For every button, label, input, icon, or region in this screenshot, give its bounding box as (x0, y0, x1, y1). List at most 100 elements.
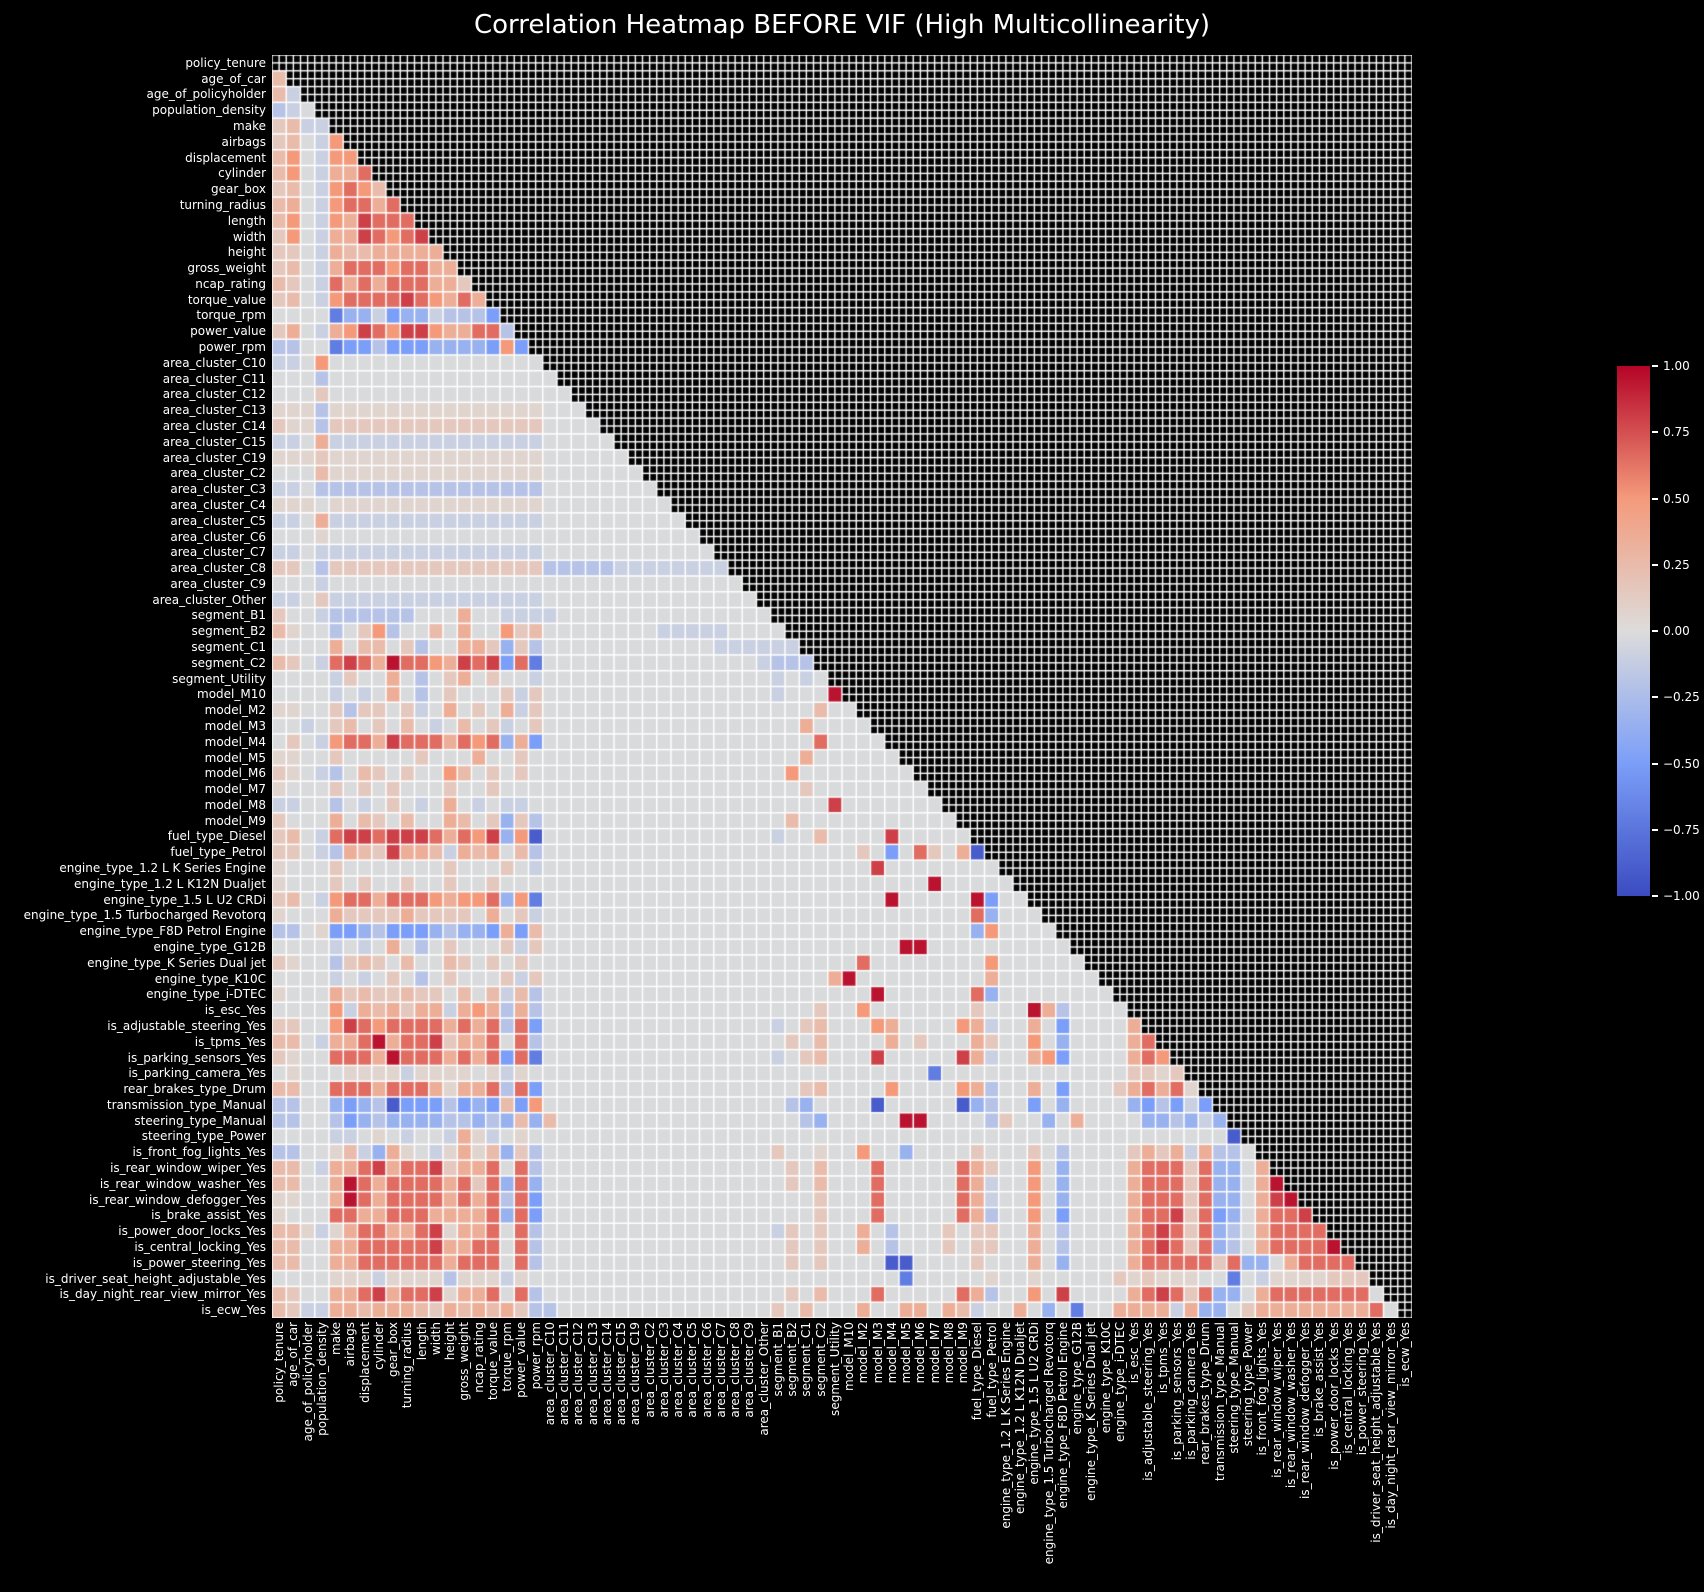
x-tick-label: gross_weight (457, 1322, 472, 1401)
x-tick-label: is_brake_assist_Yes (1312, 1322, 1327, 1437)
y-tick-label: steering_type_Manual (134, 1113, 266, 1128)
y-tick-label: engine_type_1.5 Turbocharged Revotorq (23, 908, 266, 923)
x-tick-label: rear_brakes_type_Drum (1198, 1322, 1213, 1465)
x-tick-label: is_parking_sensors_Yes (1169, 1322, 1184, 1461)
colorbar-tick-label: 0.50 (1663, 491, 1690, 506)
colorbar-tick-label: −0.75 (1663, 822, 1700, 837)
colorbar-tick-mark (1652, 431, 1658, 434)
y-tick-label: area_cluster_C9 (170, 576, 266, 591)
x-tick-label: model_M4 (884, 1322, 899, 1384)
y-tick-label: engine_type_1.2 L K12N Dualjet (73, 876, 266, 891)
y-tick-label: airbags (221, 134, 266, 149)
x-tick-label: area_cluster_C15 (614, 1322, 629, 1426)
y-tick-label: displacement (185, 150, 266, 165)
x-tick-label: power_rpm (528, 1322, 543, 1390)
colorbar-tick-label: 0.75 (1663, 425, 1690, 440)
y-tick-label: model_M9 (204, 813, 266, 828)
y-tick-label: width (232, 229, 266, 244)
x-tick-label: area_cluster_C12 (571, 1322, 586, 1426)
x-tick-label: is_rear_window_defogger_Yes (1298, 1322, 1313, 1499)
y-tick-label: area_cluster_C4 (170, 497, 266, 512)
colorbar-tick-mark (1652, 762, 1658, 765)
y-tick-label: length (227, 213, 266, 228)
x-tick-label: age_of_policyholder (300, 1322, 315, 1442)
x-tick-label: is_front_fog_lights_Yes (1255, 1322, 1270, 1456)
y-tick-label: is_day_night_rear_view_mirror_Yes (59, 1287, 266, 1302)
y-tick-label: is_rear_window_wiper_Yes (110, 1161, 266, 1176)
y-tick-label: engine_type_1.2 L K Series Engine (59, 861, 266, 876)
y-tick-label: is_ecw_Yes (201, 1303, 266, 1318)
y-tick-label: model_M6 (204, 766, 266, 781)
y-tick-label: make (233, 119, 266, 134)
y-tick-label: area_cluster_C14 (162, 419, 266, 433)
x-tick-label: torque_rpm (500, 1322, 515, 1392)
y-tick-label: cylinder (218, 166, 266, 181)
colorbar-tick-label: 0.25 (1663, 557, 1690, 572)
y-tick-label: is_esc_Yes (204, 1003, 266, 1018)
y-tick-label: engine_type_K Series Dual jet (87, 955, 266, 970)
x-tick-label: steering_type_Manual (1226, 1322, 1241, 1454)
colorbar-tick-label: −1.00 (1663, 889, 1700, 903)
y-tick-label: is_brake_assist_Yes (151, 1208, 266, 1223)
y-tick-label: torque_rpm (196, 308, 266, 323)
y-tick-label: is_driver_seat_height_adjustable_Yes (45, 1271, 266, 1286)
y-tick-label: is_adjustable_steering_Yes (107, 1018, 266, 1033)
x-tick-label: model_M8 (941, 1322, 956, 1384)
x-tick-label: model_M3 (870, 1322, 885, 1384)
y-tick-label: area_cluster_C8 (170, 561, 266, 576)
x-tick-label: cylinder (371, 1322, 386, 1370)
x-tick-label: model_M10 (842, 1322, 857, 1391)
y-tick-label: gear_box (211, 182, 266, 197)
x-tick-label: engine_type_1.5 L U2 CRDi (1027, 1322, 1042, 1485)
x-tick-label: engine_type_i-DTEC (1112, 1322, 1127, 1442)
x-tick-label: population_density (314, 1322, 329, 1436)
x-tick-label: make (329, 1322, 344, 1355)
x-tick-label: area_cluster_C6 (699, 1322, 714, 1418)
x-tick-label: is_parking_camera_Yes (1184, 1322, 1199, 1460)
y-tick-label: is_central_locking_Yes (134, 1239, 266, 1254)
y-tick-label: segment_B1 (191, 608, 266, 623)
x-tick-label: area_cluster_C19 (628, 1322, 643, 1426)
x-tick-label: area_cluster_C14 (599, 1322, 614, 1426)
chart-title: Correlation Heatmap BEFORE VIF (High Mul… (473, 10, 1211, 40)
x-tick-label: is_power_steering_Yes (1355, 1322, 1370, 1456)
y-tick-label: model_M5 (204, 750, 266, 765)
colorbar-tick-mark (1652, 365, 1658, 367)
x-tick-label: policy_tenure (272, 1322, 287, 1403)
x-tick-label: model_M9 (956, 1322, 971, 1384)
x-tick-label: area_cluster_C11 (557, 1322, 572, 1426)
x-tick-label: area_cluster_C4 (671, 1322, 686, 1418)
x-tick-label: model_M6 (913, 1322, 928, 1384)
y-tick-label: engine_type_F8D Petrol Engine (79, 924, 266, 939)
y-tick-label: area_cluster_C5 (170, 513, 266, 528)
y-tick-label: engine_type_1.5 L U2 CRDi (103, 892, 266, 907)
y-tick-label: model_M10 (197, 687, 266, 702)
y-tick-label: is_front_fog_lights_Yes (132, 1145, 266, 1160)
y-tick-label: age_of_car (201, 71, 266, 86)
y-tick-label: area_cluster_C2 (170, 466, 266, 481)
y-tick-label: area_cluster_C11 (162, 371, 266, 386)
y-tick-label: engine_type_G12B (153, 939, 266, 954)
y-tick-label: is_parking_camera_Yes (128, 1066, 266, 1081)
y-tick-label: is_rear_window_washer_Yes (99, 1176, 266, 1191)
x-tick-label: area_cluster_C2 (642, 1322, 657, 1418)
x-tick-label: segment_B1 (770, 1322, 785, 1397)
x-tick-label: area_cluster_C7 (713, 1322, 728, 1418)
x-tick-label: is_ecw_Yes (1397, 1322, 1412, 1387)
y-tick-label: area_cluster_C13 (162, 403, 266, 418)
y-tick-label: model_M4 (204, 734, 266, 749)
x-tick-label: is_day_night_rear_view_mirror_Yes (1383, 1322, 1398, 1529)
x-tick-label: engine_type_1.5 Turbocharged Revotorq (1041, 1322, 1056, 1565)
x-tick-label: engine_type_1.2 L K Series Engine (998, 1322, 1013, 1529)
x-tick-label: transmission_type_Manual (1212, 1322, 1227, 1482)
y-tick-label: is_power_steering_Yes (132, 1255, 266, 1270)
x-tick-label: area_cluster_C10 (542, 1322, 557, 1426)
colorbar-tick-mark (1652, 630, 1658, 632)
x-tick-label: gear_box (386, 1322, 401, 1377)
x-tick-label: area_cluster_C8 (728, 1322, 743, 1418)
x-tick-label: engine_type_K10C (1098, 1322, 1113, 1434)
x-tick-label: ncap_rating (471, 1322, 486, 1393)
y-tick-label: model_M8 (204, 797, 266, 812)
y-tick-label: power_value (190, 324, 266, 339)
